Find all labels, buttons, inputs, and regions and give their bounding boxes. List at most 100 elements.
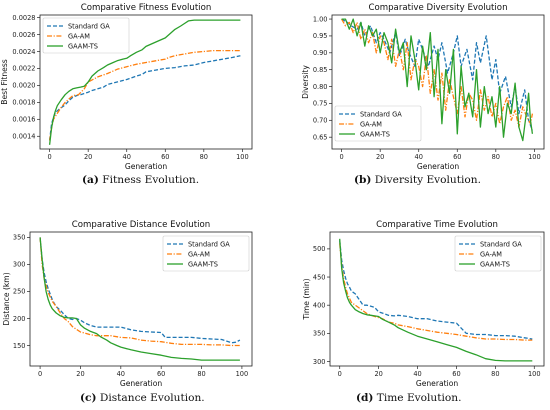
caption-a: (a) Fitness Evolution. [82, 174, 199, 186]
fitness-y-tick-label: 0.0024 [12, 48, 35, 56]
distance-series-standard-ga [39, 237, 241, 344]
diversity-chart-title: Comparative Diversity Evolution [368, 3, 507, 13]
fitness-y-axis-label: Best Fitness [0, 59, 9, 105]
time-chart: Comparative Time Evolution 0 20 40 60 80 100 30… [302, 220, 545, 388]
time-legend: Standard GA GA-AM GAAM-TS [454, 235, 542, 272]
diversity-y-tick-label: 0.85 [313, 66, 328, 74]
distance-y-tick-label: 300 [13, 261, 26, 269]
time-y-tick-label: 450 [313, 273, 326, 281]
caption-a-label: (a) [82, 174, 99, 186]
time-legend-label: Standard GA [480, 240, 522, 248]
time-x-tick-label: 100 [528, 370, 541, 378]
fitness-legend-label: GA-AM [68, 32, 90, 40]
time-series-ga-am [339, 243, 533, 341]
diversity-x-tick-label: 100 [528, 153, 541, 161]
diversity-x-tick-label: 20 [376, 153, 384, 161]
distance-x-tick-label: 100 [236, 370, 249, 378]
fitness-legend: Standard GA GA-AM GAAM-TS [42, 17, 130, 54]
diversity-y-tick-label: 0.75 [313, 100, 328, 108]
fitness-y-tick-label: 0.0020 [12, 82, 35, 90]
fitness-x-tick-label: 100 [236, 153, 249, 161]
time-series-standard-ga [339, 240, 533, 340]
diversity-legend-label: GAAM-TS [360, 130, 390, 138]
fitness-chart: Comparative Fitness Evolution 0 20 40 60 80 10… [0, 3, 253, 171]
time-plot-frame [329, 231, 545, 367]
distance-y-tick-label: 350 [13, 234, 26, 242]
fitness-series-gaam-ts [48, 19, 241, 145]
diversity-x-tick-label: 0 [340, 153, 344, 161]
distance-series-ga-am [39, 237, 240, 347]
fitness-legend-label: Standard GA [68, 22, 110, 30]
distance-legend-label: GAAM-TS [188, 260, 218, 268]
time-y-tick-label: 400 [313, 301, 326, 309]
diversity-plot-frame [331, 14, 545, 150]
diversity-y-tick-label: 0.95 [313, 32, 328, 40]
diversity-x-tick-label: 40 [415, 153, 423, 161]
fitness-x-axis-label: Generation [125, 162, 168, 171]
diversity-series-gaam-ts [341, 18, 534, 142]
fitness-x-tick-label: 40 [123, 153, 131, 161]
diversity-x-axis-label: Generation [417, 162, 460, 171]
distance-x-axis-label: Generation [120, 379, 163, 388]
caption-d: (d) Time Evolution. [356, 392, 461, 404]
diversity-legend-label: Standard GA [360, 110, 402, 118]
diversity-legend-box [334, 105, 422, 142]
fitness-series-standard-ga [48, 55, 241, 141]
fitness-chart-title: Comparative Fitness Evolution [81, 3, 212, 13]
distance-series-gaam-ts [39, 237, 240, 361]
fitness-x-tick-label: 20 [84, 153, 92, 161]
time-y-tick-label: 350 [313, 330, 326, 338]
fitness-y-tick-label: 0.0018 [12, 99, 35, 107]
time-x-tick-label: 80 [491, 370, 499, 378]
caption-d-label: (d) [356, 392, 374, 404]
diversity-y-axis-label: Diversity [301, 65, 310, 99]
distance-legend-label: Standard GA [188, 240, 230, 248]
fitness-x-tick-label: 80 [200, 153, 208, 161]
caption-b-label: (b) [354, 174, 372, 186]
diversity-y-tick-label: 1.00 [313, 15, 328, 23]
distance-legend: Standard GA GA-AM GAAM-TS [162, 235, 250, 272]
distance-x-tick-label: 0 [38, 370, 42, 378]
diversity-legend: Standard GA GA-AM GAAM-TS [334, 105, 422, 142]
diversity-x-tick-label: 60 [453, 153, 461, 161]
diversity-y-tick-label: 0.90 [313, 49, 328, 57]
time-y-tick-label: 300 [313, 358, 326, 366]
diversity-chart: Comparative Diversity Evolution 0 20 40 60 80… [301, 3, 545, 171]
caption-c-label: (c) [80, 392, 97, 404]
distance-x-tick-label: 20 [76, 370, 84, 378]
fitness-legend-label: GAAM-TS [68, 42, 98, 50]
time-legend-label: GAAM-TS [480, 260, 510, 268]
time-x-tick-label: 20 [374, 370, 382, 378]
distance-y-tick-label: 250 [13, 288, 26, 296]
time-series-gaam-ts [339, 238, 533, 362]
time-x-tick-label: 0 [338, 370, 342, 378]
caption-c: (c) Distance Evolution. [80, 392, 205, 404]
distance-y-axis-label: Distance (km) [2, 272, 11, 325]
distance-x-tick-label: 80 [197, 370, 205, 378]
time-chart-title: Comparative Time Evolution [376, 220, 498, 230]
diversity-x-tick-label: 80 [492, 153, 500, 161]
distance-x-tick-label: 60 [157, 370, 165, 378]
caption-a-text: Fitness Evolution. [98, 174, 200, 186]
diversity-y-tick-label: 0.65 [313, 133, 328, 141]
fitness-x-tick-label: 0 [48, 153, 52, 161]
time-x-tick-label: 60 [452, 370, 460, 378]
fitness-y-tick-label: 0.0016 [12, 116, 35, 124]
fitness-y-tick-label: 0.0028 [12, 14, 35, 22]
caption-c-text: Distance Evolution. [96, 392, 205, 404]
distance-x-tick-label: 40 [117, 370, 125, 378]
fitness-legend-box [42, 17, 130, 54]
fitness-y-tick-label: 0.0022 [12, 65, 35, 73]
distance-y-tick-label: 200 [13, 315, 26, 323]
distance-y-tick-label: 150 [13, 342, 26, 350]
fitness-series-ga-am [48, 49, 241, 141]
caption-b: (b) Diversity Evolution. [354, 174, 481, 186]
caption-d-text: Time Evolution. [373, 392, 462, 404]
distance-chart: Comparative Distance Evolution 0 20 40 60 80 1… [2, 220, 253, 388]
time-x-tick-label: 40 [413, 370, 421, 378]
fitness-x-tick-label: 60 [161, 153, 169, 161]
distance-legend-label: GA-AM [188, 250, 210, 258]
diversity-legend-label: GA-AM [360, 120, 382, 128]
distance-chart-title: Comparative Distance Evolution [72, 220, 210, 230]
